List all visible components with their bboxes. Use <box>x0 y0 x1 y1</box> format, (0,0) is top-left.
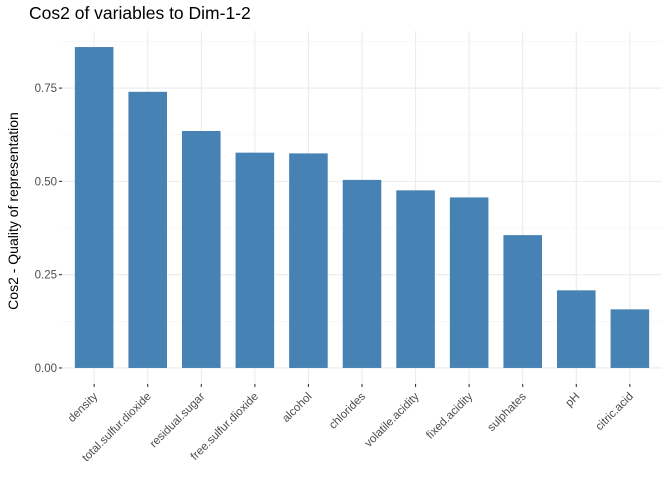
bar-volatile-acidity <box>396 190 435 368</box>
chart-title: Cos2 of variables to Dim-1-2 <box>29 3 251 23</box>
y-tick-label: 0.50 <box>35 176 57 188</box>
bar-total-sulfur-dioxide <box>128 91 167 368</box>
bar-pH <box>557 290 596 368</box>
y-tick-label: 0.75 <box>35 83 57 95</box>
x-tick-label: citric.acid <box>594 391 636 433</box>
y-axis: 0.00 0.25 0.50 0.75 <box>35 83 62 375</box>
bar-chlorides <box>342 179 382 368</box>
x-tick-label: volatile.acidity <box>363 390 422 449</box>
bar-sulphates <box>503 235 542 368</box>
y-tick-label: 0.00 <box>35 363 57 375</box>
bar-density <box>74 47 114 368</box>
bar-alcohol <box>289 153 328 368</box>
x-tick-label: pH <box>564 391 583 410</box>
x-tick-label: alcohol <box>280 391 314 425</box>
bar-free-sulfur-dioxide <box>235 152 275 368</box>
y-tick-label: 0.25 <box>35 270 57 282</box>
x-tick-label: fixed.acidity <box>424 390 475 441</box>
bar-citric-acid <box>610 309 650 368</box>
x-tick-label: density <box>66 390 100 424</box>
x-axis: densitytotal.sulfur.dioxideresidual.suga… <box>66 384 636 464</box>
x-tick-label: sulphates <box>486 390 529 433</box>
x-tick-label: chlorides <box>327 390 368 431</box>
bars <box>74 47 650 368</box>
bar-residual-sugar <box>182 131 221 368</box>
y-axis-label: Cos2 - Quality of representation <box>5 112 21 310</box>
bar-fixed-acidity <box>449 197 489 368</box>
x-tick-label: residual.sugar <box>148 391 208 451</box>
